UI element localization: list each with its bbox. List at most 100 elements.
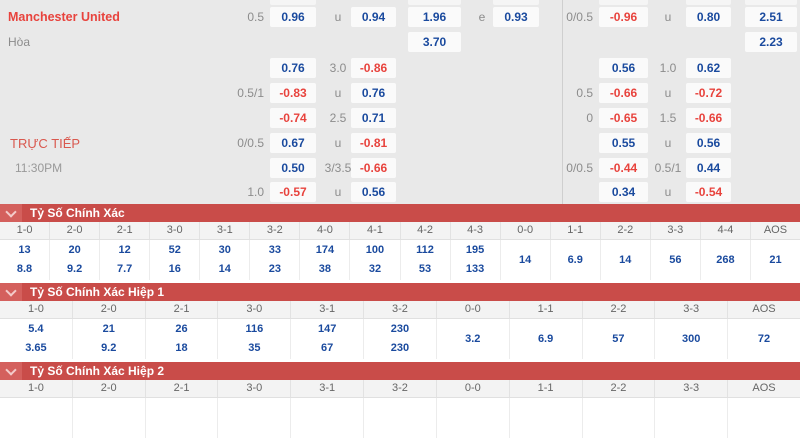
score-odds-value[interactable]: 57: [612, 332, 625, 345]
score-odds-value[interactable]: 8.8: [16, 263, 33, 275]
odds-box-hdp-odds[interactable]: 0.76: [270, 58, 316, 78]
odds-box-r-hdp-odds[interactable]: 0.34: [599, 182, 648, 202]
odds-box-ou-odds[interactable]: 0.94: [351, 7, 396, 27]
score-odds-cell-1-0[interactable]: 13 8.8: [0, 240, 51, 280]
odds-box-r-hdp-odds[interactable]: 0.55: [599, 133, 648, 153]
score-odds-value[interactable]: 3.2: [465, 332, 481, 345]
score-odds-value[interactable]: 21: [769, 253, 782, 266]
odds-box-ou-odds[interactable]: 0.71: [351, 108, 396, 128]
score-odds-cell-1-1[interactable]: 6.9: [551, 240, 601, 280]
odds-box-ou-odds[interactable]: -0.81: [351, 133, 396, 153]
score-odds-value[interactable]: 56: [669, 253, 682, 266]
odds-box-r-hdp-odds[interactable]: -0.65: [599, 108, 648, 128]
score-odds-cell-4-0[interactable]: 174 38: [300, 240, 351, 280]
score-odds-value[interactable]: 21: [102, 323, 115, 335]
chevron-down-icon[interactable]: [0, 283, 22, 301]
score-odds-value[interactable]: 100: [365, 244, 385, 256]
score-odds-value[interactable]: 14: [619, 253, 632, 266]
odds-box-eh-odds[interactable]: 0.93: [493, 7, 539, 27]
score-odds-value[interactable]: 133: [465, 263, 485, 275]
score-odds-cell-2-0[interactable]: 21 9.2: [73, 319, 146, 359]
odds-box-hdp-odds[interactable]: -0.74: [270, 108, 316, 128]
odds-box-hdp-odds[interactable]: 0.50: [270, 158, 316, 178]
odds-box-ou-odds[interactable]: 0.76: [351, 83, 396, 103]
odds-box-ou-odds[interactable]: 0.56: [351, 182, 396, 202]
score-odds-value[interactable]: 6.9: [567, 253, 583, 266]
score-odds-value[interactable]: 53: [418, 263, 432, 275]
score-odds-value[interactable]: 67: [321, 342, 334, 354]
score-odds-cell-1-1[interactable]: 6.9: [510, 319, 583, 359]
odds-box-ou-odds[interactable]: -0.86: [351, 58, 396, 78]
odds-box-r-hdp-odds[interactable]: -0.96: [599, 7, 648, 27]
odds-box-x12[interactable]: 1.96: [408, 7, 461, 27]
score-odds-cell-aos[interactable]: 21: [751, 240, 800, 280]
score-odds-value[interactable]: 72: [757, 332, 771, 345]
score-odds-cell-3-2[interactable]: 230 230: [364, 319, 437, 359]
score-odds-cell-0-0[interactable]: 3.2: [437, 319, 510, 359]
score-odds-value[interactable]: 20: [68, 244, 81, 256]
score-odds-cell-3-0[interactable]: 116 35: [218, 319, 292, 359]
score-odds-value[interactable]: 13: [18, 244, 31, 256]
score-odds-cell-3-3[interactable]: 300: [655, 319, 729, 359]
odds-box-r-ou-odds[interactable]: 0.80: [686, 7, 731, 27]
score-odds-value[interactable]: 3.65: [25, 342, 47, 354]
score-odds-cell-aos[interactable]: 72: [728, 319, 800, 359]
score-odds-value[interactable]: 26: [175, 323, 188, 335]
score-odds-cell-3-2[interactable]: 33 23: [250, 240, 301, 280]
score-odds-value[interactable]: 300: [682, 332, 701, 345]
score-odds-cell-2-1[interactable]: 26 18: [146, 319, 219, 359]
score-odds-cell-4-4[interactable]: 268: [701, 240, 751, 280]
score-odds-cell-4-1[interactable]: 100 32: [350, 240, 401, 280]
odds-box-r-hdp-odds[interactable]: -0.66: [599, 83, 648, 103]
score-odds-cell-2-1[interactable]: 12 7.7: [100, 240, 151, 280]
section-header-bar[interactable]: Tỷ Số Chính Xác: [0, 204, 800, 222]
score-odds-cell-3-0[interactable]: 52 16: [150, 240, 201, 280]
odds-box-r-ou-odds[interactable]: -0.66: [686, 108, 731, 128]
score-odds-cell-3-3[interactable]: 56: [651, 240, 701, 280]
score-odds-value[interactable]: 174: [315, 244, 335, 256]
odds-box-r-ou-odds[interactable]: -0.54: [686, 182, 731, 202]
score-odds-value[interactable]: 38: [318, 263, 332, 275]
score-odds-value[interactable]: 9.2: [66, 263, 83, 275]
score-odds-cell-4-3[interactable]: 195 133: [451, 240, 501, 280]
score-odds-value[interactable]: 12: [118, 244, 131, 256]
score-odds-value[interactable]: 35: [248, 342, 261, 354]
odds-box-r-hdp-odds[interactable]: -0.44: [599, 158, 648, 178]
score-odds-value[interactable]: 147: [317, 323, 337, 335]
section-header-bar[interactable]: Tỷ Số Chính Xác Hiệp 2: [0, 362, 800, 380]
score-odds-value[interactable]: 16: [168, 263, 181, 275]
odds-box-hdp-odds[interactable]: 0.67: [270, 133, 316, 153]
score-odds-value[interactable]: 9.2: [101, 342, 117, 354]
odds-box-r-ou-odds[interactable]: 0.56: [686, 133, 731, 153]
section-header-bar[interactable]: Tỷ Số Chính Xác Hiệp 1: [0, 283, 800, 301]
score-odds-value[interactable]: 230: [390, 342, 410, 354]
odds-box-hdp-odds[interactable]: -0.57: [270, 182, 316, 202]
score-odds-value[interactable]: 14: [519, 253, 532, 266]
score-odds-value[interactable]: 112: [416, 244, 434, 256]
score-odds-value[interactable]: 116: [245, 323, 264, 335]
odds-box-r-x12[interactable]: 2.23: [745, 32, 797, 52]
chevron-down-icon[interactable]: [0, 204, 22, 222]
score-odds-cell-3-1[interactable]: 30 14: [200, 240, 251, 280]
score-odds-value[interactable]: 7.7: [117, 263, 133, 275]
score-odds-value[interactable]: 32: [368, 263, 382, 275]
odds-box-r-hdp-odds[interactable]: 0.56: [599, 58, 648, 78]
odds-box-hdp-odds[interactable]: 0.96: [270, 7, 316, 27]
odds-box-hdp-odds[interactable]: -0.83: [270, 83, 316, 103]
score-odds-value[interactable]: 52: [168, 244, 181, 256]
score-odds-value[interactable]: 195: [465, 244, 485, 256]
score-odds-value[interactable]: 230: [390, 323, 410, 335]
odds-box-r-x12[interactable]: 2.51: [745, 7, 797, 27]
score-odds-cell-1-0[interactable]: 5.4 3.65: [0, 319, 73, 359]
score-odds-value[interactable]: 33: [268, 244, 281, 256]
score-odds-value[interactable]: 23: [268, 263, 281, 275]
odds-box-r-ou-odds[interactable]: 0.44: [686, 158, 731, 178]
odds-box-ou-odds[interactable]: -0.66: [351, 158, 396, 178]
score-odds-value[interactable]: 268: [716, 253, 735, 266]
score-odds-cell-0-0[interactable]: 14: [501, 240, 551, 280]
score-odds-value[interactable]: 14: [218, 263, 231, 275]
score-odds-cell-2-2[interactable]: 14: [601, 240, 651, 280]
odds-box-r-ou-odds[interactable]: 0.62: [686, 58, 731, 78]
score-odds-value[interactable]: 6.9: [537, 332, 554, 345]
odds-box-x12[interactable]: 3.70: [408, 32, 461, 52]
